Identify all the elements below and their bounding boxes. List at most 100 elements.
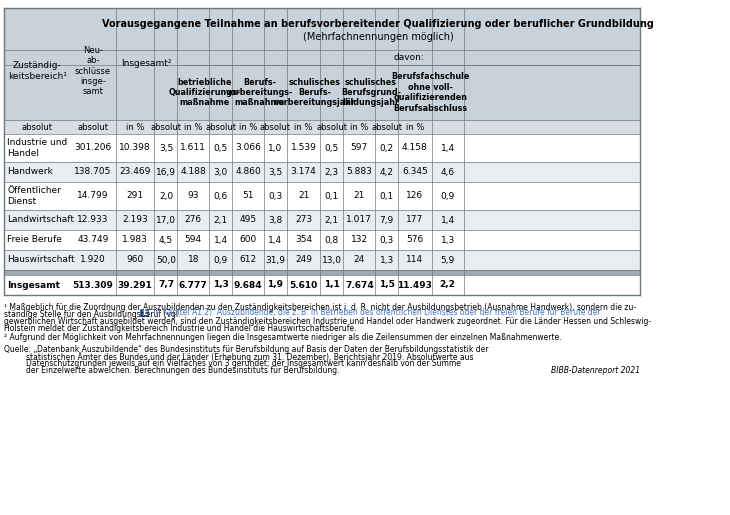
- Text: in %: in %: [184, 123, 202, 131]
- Text: 301.206: 301.206: [74, 144, 112, 152]
- Text: 612: 612: [239, 255, 256, 265]
- Text: 12.933: 12.933: [77, 215, 109, 225]
- Bar: [115, 8, 640, 50]
- Text: 0,8: 0,8: [325, 235, 339, 245]
- Text: 2.193: 2.193: [122, 215, 148, 225]
- Text: 1,3: 1,3: [380, 255, 393, 265]
- Text: 1,3: 1,3: [212, 281, 228, 289]
- Text: 960: 960: [126, 255, 144, 265]
- Text: 2,0: 2,0: [159, 192, 173, 200]
- Text: absolut: absolut: [205, 123, 236, 131]
- Text: 249: 249: [295, 255, 312, 265]
- Text: Landwirtschaft: Landwirtschaft: [7, 215, 74, 225]
- Text: Zuständig-
keitsbereich¹: Zuständig- keitsbereich¹: [8, 61, 66, 81]
- Text: 3,5: 3,5: [268, 167, 283, 177]
- Text: 5.883: 5.883: [346, 167, 372, 177]
- Text: 24: 24: [353, 255, 365, 265]
- Text: absolut: absolut: [316, 123, 347, 131]
- Text: 2,1: 2,1: [325, 215, 339, 225]
- Text: 114: 114: [407, 255, 423, 265]
- Text: 1,4: 1,4: [268, 235, 283, 245]
- Text: 4,2: 4,2: [380, 167, 393, 177]
- Text: 23.469: 23.469: [120, 167, 151, 177]
- Bar: [140, 309, 149, 317]
- Bar: [4, 270, 640, 275]
- Text: 18: 18: [188, 255, 199, 265]
- Text: 3.066: 3.066: [235, 144, 261, 152]
- Text: 138.705: 138.705: [74, 167, 112, 177]
- Text: 1,0: 1,0: [268, 144, 283, 152]
- Text: davon:: davon:: [393, 53, 424, 62]
- Text: 291: 291: [126, 192, 144, 200]
- Text: in Kapitel A1.2). Auszubildende, die z. B. in Betrieben des öffentlichen Dienste: in Kapitel A1.2). Auszubildende, die z. …: [151, 308, 601, 317]
- Text: absolut: absolut: [77, 123, 108, 131]
- Text: absolut: absolut: [22, 123, 53, 131]
- Text: 4.860: 4.860: [235, 167, 261, 177]
- Bar: [4, 182, 640, 210]
- Text: betriebliche
Qualifizierungs-
maßnahme: betriebliche Qualifizierungs- maßnahme: [169, 78, 241, 108]
- Bar: [4, 250, 640, 270]
- Text: 132: 132: [350, 235, 368, 245]
- Text: Berufs-
vorbereitungs-
maßnahme: Berufs- vorbereitungs- maßnahme: [226, 78, 293, 108]
- Text: 1,4: 1,4: [441, 215, 455, 225]
- Text: 1.017: 1.017: [346, 215, 372, 225]
- Text: in %: in %: [350, 123, 369, 131]
- Text: 21: 21: [353, 192, 365, 200]
- Text: schulisches
Berufsgrund-
bildungsjahr: schulisches Berufsgrund- bildungsjahr: [341, 78, 401, 108]
- Text: 1,1: 1,1: [324, 281, 340, 289]
- Text: 2,2: 2,2: [439, 281, 456, 289]
- Bar: [4, 134, 640, 162]
- Text: 1.983: 1.983: [122, 235, 148, 245]
- Text: 4.188: 4.188: [180, 167, 206, 177]
- Text: 177: 177: [407, 215, 423, 225]
- Text: 0,3: 0,3: [380, 235, 393, 245]
- Text: Hauswirtschaft: Hauswirtschaft: [7, 255, 74, 265]
- Text: 273: 273: [295, 215, 312, 225]
- Text: 597: 597: [350, 144, 368, 152]
- Text: 43.749: 43.749: [77, 235, 109, 245]
- Text: 1,4: 1,4: [214, 235, 228, 245]
- Text: Vorausgegangene Teilnahme an berufsvorbereitender Qualifizierung oder berufliche: Vorausgegangene Teilnahme an berufsvorbe…: [102, 19, 654, 29]
- Text: Datenschutzgründen jeweils auf ein Vielfaches von 3 gerundet; der Insgesamtwert : Datenschutzgründen jeweils auf ein Vielf…: [26, 359, 461, 368]
- Text: 594: 594: [185, 235, 202, 245]
- Text: 93: 93: [188, 192, 199, 200]
- Text: 2,1: 2,1: [214, 215, 228, 225]
- Text: 3.174: 3.174: [291, 167, 317, 177]
- Text: 7.674: 7.674: [345, 281, 374, 289]
- Text: 0,9: 0,9: [440, 192, 455, 200]
- Text: 1.920: 1.920: [80, 255, 106, 265]
- Text: E: E: [142, 308, 147, 317]
- Text: 1,3: 1,3: [440, 235, 455, 245]
- Text: Berufsfachschule
ohne voll-
qualifizierenden
Berufsabschluss: Berufsfachschule ohne voll- qualifiziere…: [391, 73, 470, 113]
- Text: 2,3: 2,3: [325, 167, 339, 177]
- Text: 17,0: 17,0: [156, 215, 176, 225]
- Text: 0,3: 0,3: [268, 192, 283, 200]
- Text: 576: 576: [407, 235, 423, 245]
- Text: 9.684: 9.684: [234, 281, 262, 289]
- Text: 5,9: 5,9: [440, 255, 455, 265]
- Text: absolut: absolut: [371, 123, 402, 131]
- Bar: [4, 162, 640, 182]
- Text: Industrie und
Handel: Industrie und Handel: [7, 139, 67, 158]
- Text: ¹ Maßgeblich für die Zuordnung der Auszubildenden zu den Zuständigkeitsbereichen: ¹ Maßgeblich für die Zuordnung der Auszu…: [4, 303, 637, 312]
- Text: schulisches
Berufs-
vorbereitungsjahr: schulisches Berufs- vorbereitungsjahr: [274, 78, 356, 108]
- Text: 4.158: 4.158: [402, 144, 428, 152]
- Text: 10.398: 10.398: [119, 144, 151, 152]
- Text: Insgesamt: Insgesamt: [7, 281, 60, 289]
- Text: 3,5: 3,5: [159, 144, 173, 152]
- Text: in %: in %: [126, 123, 145, 131]
- Text: 1.611: 1.611: [180, 144, 206, 152]
- Text: 1,4: 1,4: [441, 144, 455, 152]
- Text: 5.610: 5.610: [290, 281, 318, 289]
- Text: 600: 600: [239, 235, 257, 245]
- Bar: [4, 8, 115, 134]
- Text: 0,9: 0,9: [213, 255, 228, 265]
- Bar: [4, 210, 640, 230]
- Text: 11.493: 11.493: [397, 281, 432, 289]
- Text: 39.291: 39.291: [118, 281, 153, 289]
- Text: Freie Berufe: Freie Berufe: [7, 235, 62, 245]
- Text: 4,6: 4,6: [441, 167, 455, 177]
- Text: 354: 354: [295, 235, 312, 245]
- Text: 0,6: 0,6: [213, 192, 228, 200]
- Text: 3,0: 3,0: [213, 167, 228, 177]
